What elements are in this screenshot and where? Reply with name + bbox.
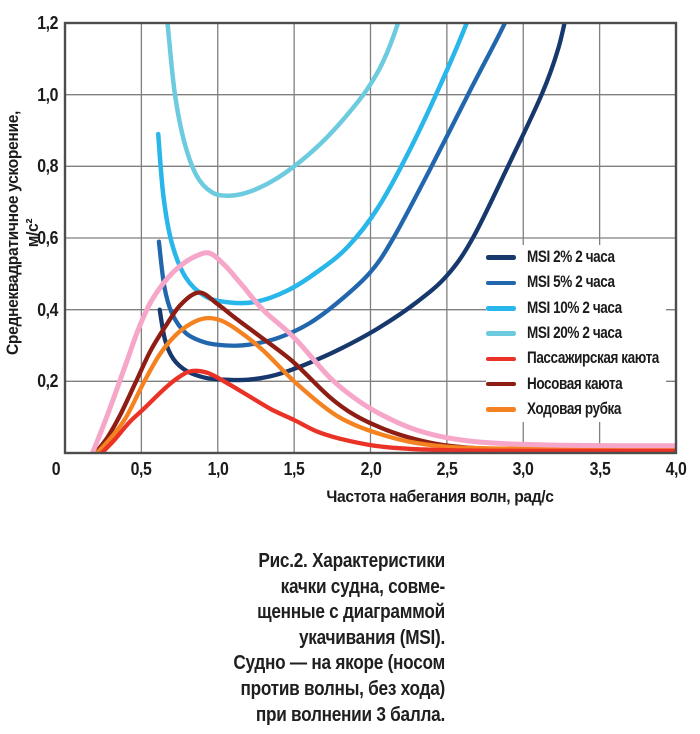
caption-line: Судно — на якоре (носом	[233, 652, 445, 675]
legend-swatch	[486, 280, 516, 286]
legend-label: MSI 5% 2 часа	[527, 273, 615, 292]
x-tick-label: 2,0	[360, 459, 381, 479]
legend-swatch	[486, 381, 516, 387]
legend-item: MSI 20% 2 часа	[486, 321, 666, 346]
plot-area	[63, 21, 678, 455]
legend-item: MSI 2% 2 часа	[486, 245, 666, 270]
x-tick-label: 0,5	[131, 459, 152, 479]
x-tick-label: 4,0	[665, 459, 687, 479]
legend: MSI 2% 2 часа MSI 5% 2 часа MSI 10% 2 часа…	[486, 245, 666, 423]
plot-frame	[63, 21, 678, 455]
x-tick-label: 1,5	[283, 459, 305, 479]
y-tick-label: 1,0	[37, 84, 58, 105]
legend-label: Ходовая рубка	[527, 399, 622, 418]
legend-swatch	[486, 255, 516, 260]
x-tick-label: 0	[51, 459, 61, 479]
caption-line: при волнении 3 балла.	[255, 703, 445, 726]
series-curve-pink-unlabeled	[90, 250, 676, 453]
legend-label: MSI 10% 2 часа	[527, 298, 622, 317]
figure-caption: Рис.2. Характеристики качки судна, совме-…	[204, 549, 445, 728]
y-tick-label: 0,4	[37, 299, 58, 320]
x-axis-title: Частота набегания волн, рад/с	[326, 487, 554, 506]
series-curve-пассажирская-каюта	[99, 368, 676, 453]
gridlines	[65, 23, 676, 453]
legend-item: MSI 5% 2 часа	[486, 270, 666, 295]
legend-swatch	[486, 407, 516, 412]
series-curve-msi-20%-2-часа	[165, 23, 401, 198]
legend-item: MSI 10% 2 часа	[486, 296, 666, 321]
legend-swatch	[486, 356, 516, 362]
y-tick-label: 0,8	[37, 156, 58, 177]
legend-label: MSI 2% 2 часа	[527, 248, 615, 267]
caption-line: Рис.2. Характеристики	[258, 550, 445, 572]
series-curve-ходовая-рубка	[94, 315, 676, 453]
caption-line: щенные с диаграммой	[257, 601, 445, 624]
caption-line: укачивания (MSI).	[299, 626, 445, 649]
chart: Среднеквадратичное ускорение, м/с² Часто…	[3, 13, 687, 506]
legend-item: Носовая каюта	[486, 371, 666, 396]
x-tick-label: 1,0	[207, 459, 229, 479]
legend-swatch	[486, 305, 516, 311]
caption-line: против волны, без хода)	[240, 677, 445, 700]
legend-item: Ходовая рубка	[486, 397, 666, 422]
x-tick-label: 3,5	[589, 459, 610, 479]
legend-label: Носовая каюта	[527, 374, 623, 393]
caption-line: качки судна, совме-	[280, 575, 446, 598]
y-tick-label: 0,2	[37, 371, 58, 392]
legend-label: MSI 20% 2 часа	[527, 324, 622, 343]
x-tick-label: 3,0	[512, 459, 534, 479]
legend-label: Пассажирская каюта	[527, 349, 659, 368]
legend-swatch	[486, 331, 516, 336]
series-curve-msi-10%-2-часа	[155, 23, 470, 306]
y-tick-label: 1,2	[37, 13, 58, 33]
series-curve-msi-5%-2-часа	[156, 23, 508, 348]
y-tick-label: 0,6	[37, 228, 58, 248]
x-tick-label: 2,5	[436, 459, 458, 479]
series-curves	[90, 23, 676, 453]
legend-item: Пассажирская каюта	[486, 346, 666, 371]
